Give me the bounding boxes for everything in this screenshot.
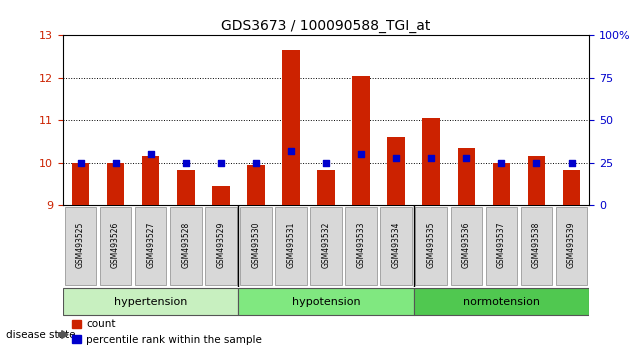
Bar xyxy=(528,156,545,205)
Bar xyxy=(493,163,510,205)
Point xyxy=(566,160,576,166)
Text: GSM493534: GSM493534 xyxy=(392,221,401,268)
Text: normotension: normotension xyxy=(463,297,540,307)
Point xyxy=(426,155,436,161)
Text: GSM493528: GSM493528 xyxy=(181,221,190,268)
Title: GDS3673 / 100090588_TGI_at: GDS3673 / 100090588_TGI_at xyxy=(221,19,431,33)
FancyBboxPatch shape xyxy=(556,207,587,285)
Text: GSM493537: GSM493537 xyxy=(497,221,506,268)
Bar xyxy=(72,163,89,205)
Bar xyxy=(247,165,265,205)
Bar xyxy=(212,186,229,205)
Bar xyxy=(423,118,440,205)
Text: GSM493526: GSM493526 xyxy=(111,221,120,268)
Point xyxy=(251,160,261,166)
Bar xyxy=(142,156,159,205)
FancyBboxPatch shape xyxy=(345,207,377,285)
Text: GSM493535: GSM493535 xyxy=(427,221,436,268)
Point xyxy=(215,160,226,166)
Bar xyxy=(177,171,195,205)
Text: GSM493539: GSM493539 xyxy=(567,221,576,268)
FancyBboxPatch shape xyxy=(65,207,96,285)
Text: GSM493536: GSM493536 xyxy=(462,221,471,268)
Bar xyxy=(282,50,300,205)
Point xyxy=(321,160,331,166)
Text: GSM493531: GSM493531 xyxy=(287,221,295,268)
Text: hypotension: hypotension xyxy=(292,297,360,307)
Point xyxy=(286,148,296,154)
Point xyxy=(496,160,507,166)
Point xyxy=(181,160,191,166)
FancyBboxPatch shape xyxy=(450,207,482,285)
FancyBboxPatch shape xyxy=(415,207,447,285)
FancyBboxPatch shape xyxy=(170,207,202,285)
Bar xyxy=(352,76,370,205)
FancyBboxPatch shape xyxy=(486,207,517,285)
Point xyxy=(146,152,156,157)
FancyBboxPatch shape xyxy=(100,207,132,285)
Text: GSM493538: GSM493538 xyxy=(532,221,541,268)
FancyBboxPatch shape xyxy=(135,207,166,285)
FancyBboxPatch shape xyxy=(414,288,589,315)
Text: GSM493529: GSM493529 xyxy=(216,221,226,268)
Text: hypertension: hypertension xyxy=(114,297,187,307)
Bar xyxy=(457,148,475,205)
Text: GSM493530: GSM493530 xyxy=(251,221,260,268)
FancyBboxPatch shape xyxy=(240,207,272,285)
Bar xyxy=(318,171,335,205)
FancyBboxPatch shape xyxy=(205,207,237,285)
Point xyxy=(391,155,401,161)
FancyBboxPatch shape xyxy=(275,207,307,285)
FancyBboxPatch shape xyxy=(63,288,238,315)
Text: GSM493527: GSM493527 xyxy=(146,221,155,268)
Point xyxy=(461,155,471,161)
Text: GSM493525: GSM493525 xyxy=(76,221,85,268)
FancyBboxPatch shape xyxy=(381,207,412,285)
Text: GSM493532: GSM493532 xyxy=(321,221,331,268)
Bar xyxy=(563,171,580,205)
Point xyxy=(532,160,542,166)
Text: disease state: disease state xyxy=(6,330,76,339)
Text: GSM493533: GSM493533 xyxy=(357,221,365,268)
Bar xyxy=(387,137,405,205)
FancyBboxPatch shape xyxy=(520,207,553,285)
FancyBboxPatch shape xyxy=(238,288,414,315)
Point xyxy=(111,160,121,166)
Point xyxy=(356,152,366,157)
Point xyxy=(76,160,86,166)
Bar xyxy=(107,163,124,205)
FancyBboxPatch shape xyxy=(310,207,342,285)
Legend: count, percentile rank within the sample: count, percentile rank within the sample xyxy=(68,315,266,349)
